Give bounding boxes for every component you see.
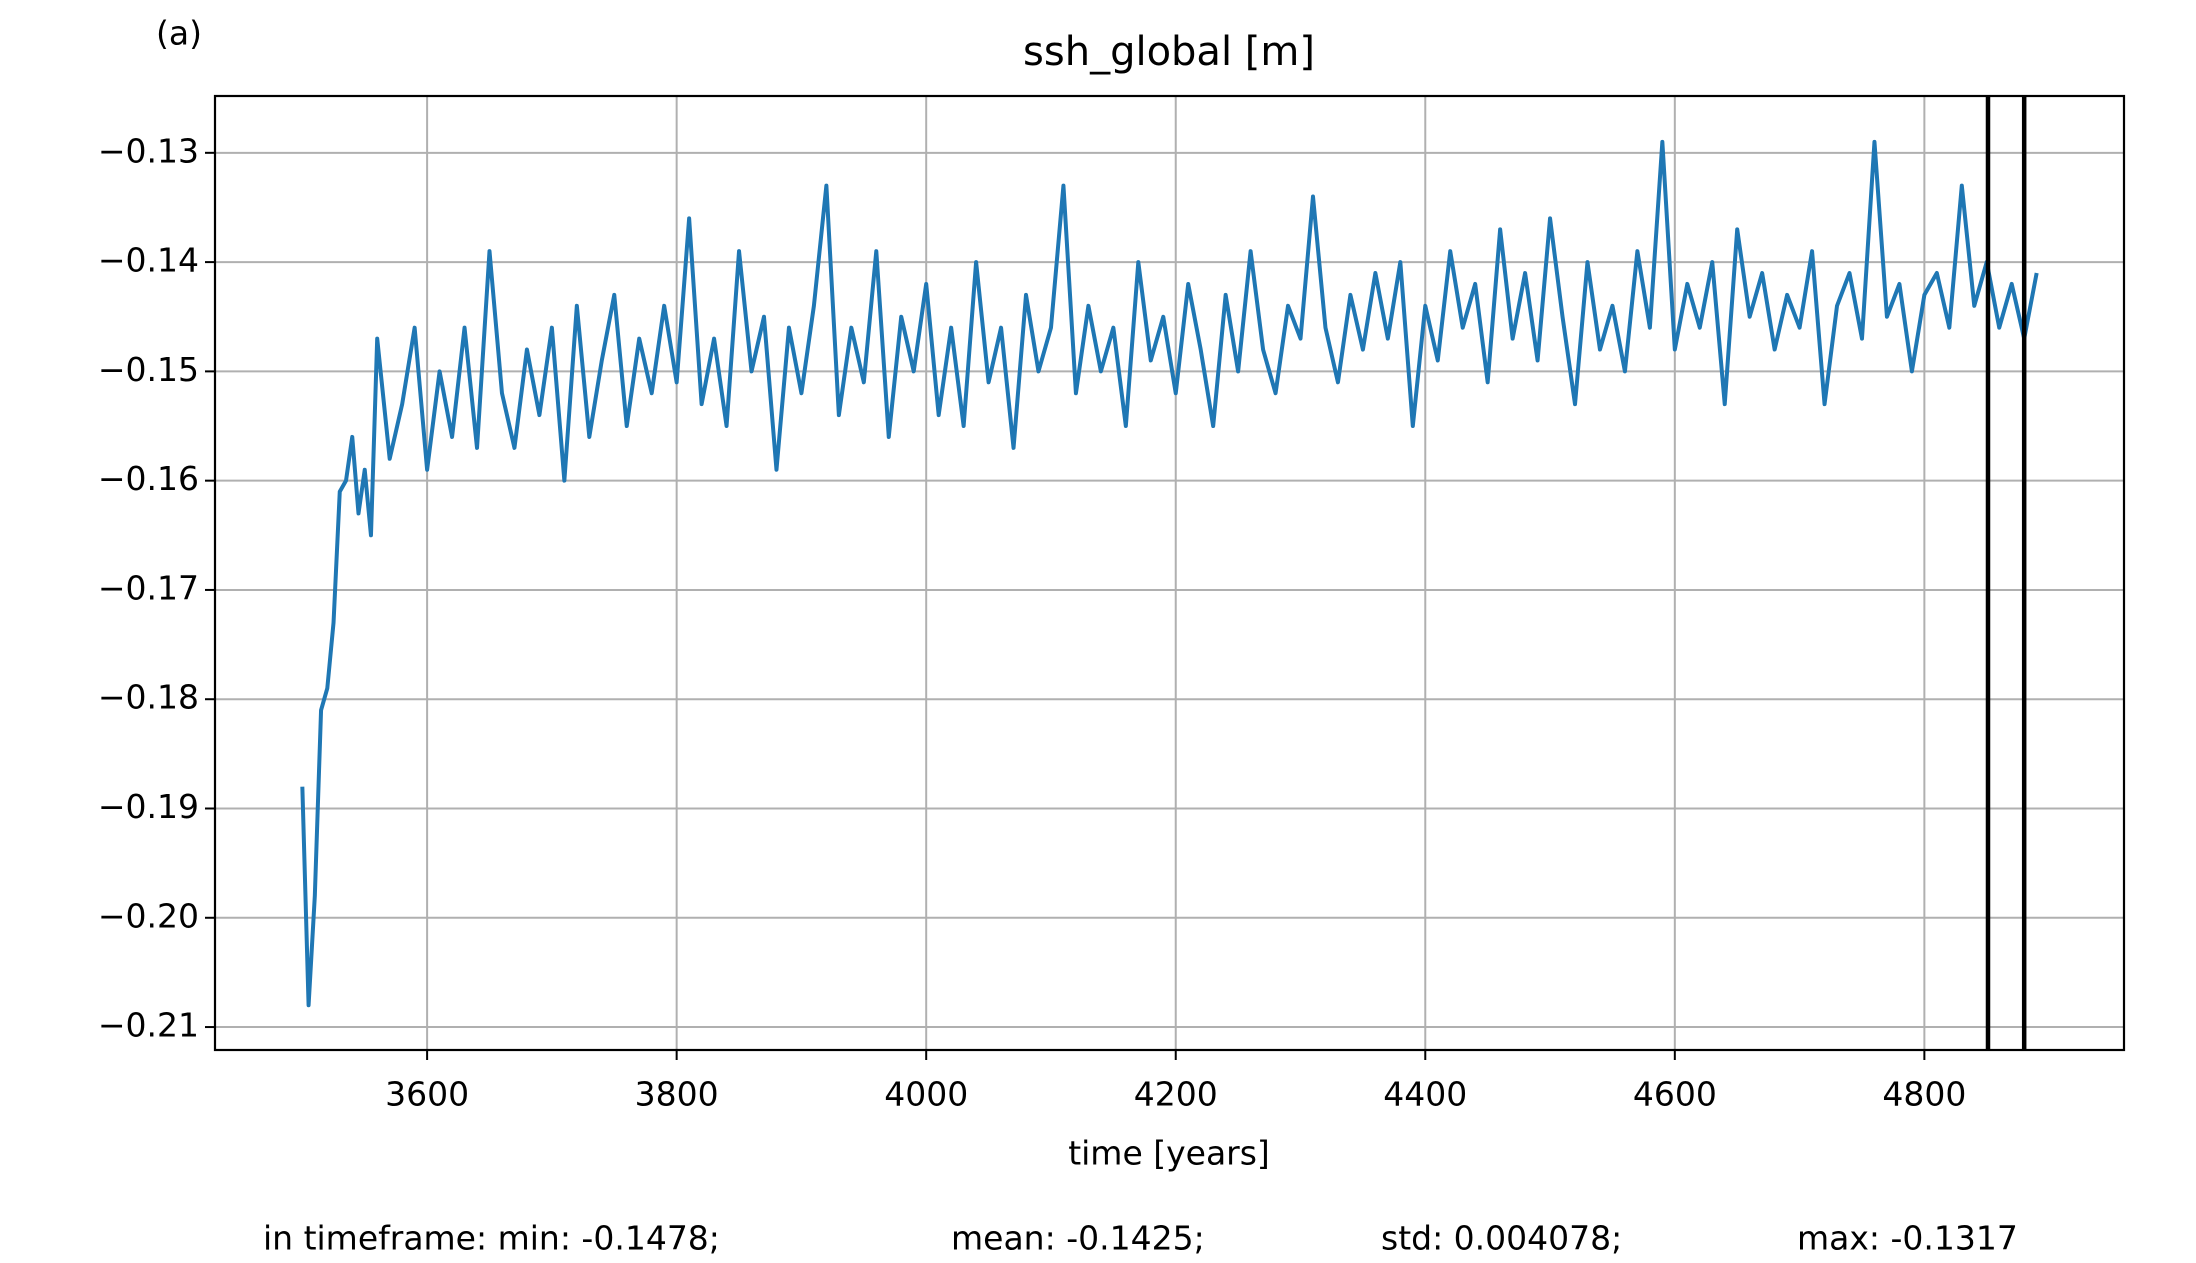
x-tick-label: 4000	[884, 1075, 968, 1114]
chart-title: ssh_global [m]	[1023, 29, 1315, 75]
x-tick-label: 3600	[385, 1075, 469, 1114]
y-tick-label: −0.14	[98, 241, 199, 280]
y-tick-label: −0.15	[98, 350, 199, 389]
plot-frame	[213, 94, 2126, 1052]
y-tick-label: −0.18	[98, 678, 199, 717]
y-tick-label: −0.21	[98, 1006, 199, 1045]
x-tick-label: 4800	[1882, 1075, 1966, 1114]
stat-text: in timeframe: min: -0.1478;	[263, 1219, 720, 1258]
x-axis-label: time [years]	[1068, 1134, 1270, 1173]
x-tick-label: 4200	[1134, 1075, 1218, 1114]
y-tick-label: −0.17	[98, 568, 199, 607]
y-tick-label: −0.16	[98, 459, 199, 498]
y-tick-label: −0.19	[98, 787, 199, 826]
x-tick-label: 4600	[1633, 1075, 1717, 1114]
x-tick-label: 4400	[1383, 1075, 1467, 1114]
data-line	[300, 139, 2039, 1008]
panel-label: (a)	[156, 14, 202, 53]
stat-text: mean: -0.1425;	[951, 1219, 1205, 1258]
y-tick-label: −0.13	[98, 131, 199, 170]
stat-text: max: -0.1317	[1797, 1219, 2018, 1258]
y-tick-label: −0.20	[98, 896, 199, 935]
stat-text: std: 0.004078;	[1381, 1219, 1622, 1258]
x-tick-label: 3800	[635, 1075, 719, 1114]
